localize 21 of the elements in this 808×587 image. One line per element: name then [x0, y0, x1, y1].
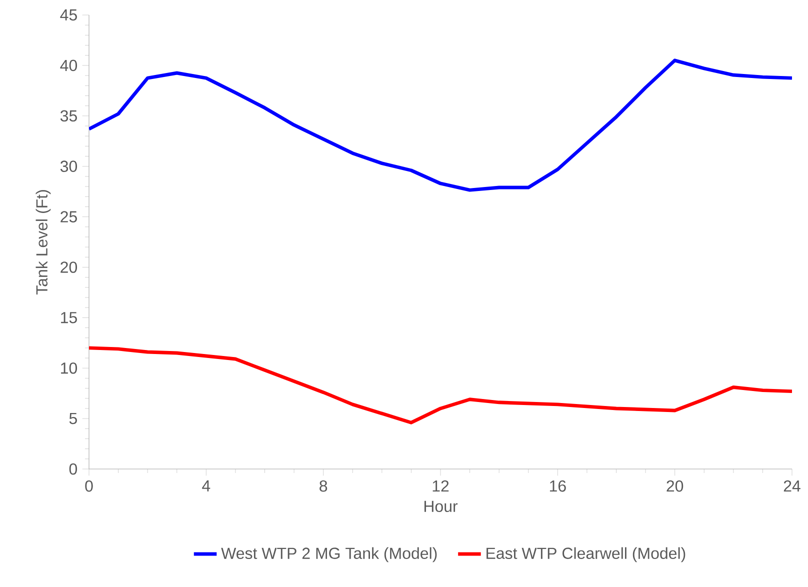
x-tick-label: 0: [85, 480, 93, 492]
y-axis-title: Tank Level (Ft): [36, 190, 51, 295]
y-tick-label: 10: [61, 362, 78, 374]
y-tick-label: 45: [60, 9, 77, 21]
y-tick-label: 35: [60, 110, 77, 122]
y-tick-label: 25: [60, 211, 77, 222]
x-tick-label: 4: [202, 480, 210, 492]
y-tick-label: 30: [60, 160, 78, 172]
y-tick-label: 0: [69, 463, 78, 475]
y-tick-label: 5: [69, 412, 77, 424]
x-tick-label: 24: [784, 480, 800, 492]
x-tick-label: 12: [432, 480, 449, 492]
y-tick-label: 20: [60, 262, 78, 273]
x-tick-label: 8: [320, 480, 328, 492]
x-tick-label: 20: [666, 480, 684, 492]
x-axis-title: Hour: [424, 500, 458, 512]
legend-label: East WTP Clearwell (Model): [486, 547, 686, 562]
legend-label: West WTP 2 MG Tank (Model): [221, 547, 437, 562]
x-tick-label: 16: [550, 480, 566, 492]
y-tick-label: 15: [61, 312, 77, 324]
y-tick-label: 40: [60, 60, 78, 72]
